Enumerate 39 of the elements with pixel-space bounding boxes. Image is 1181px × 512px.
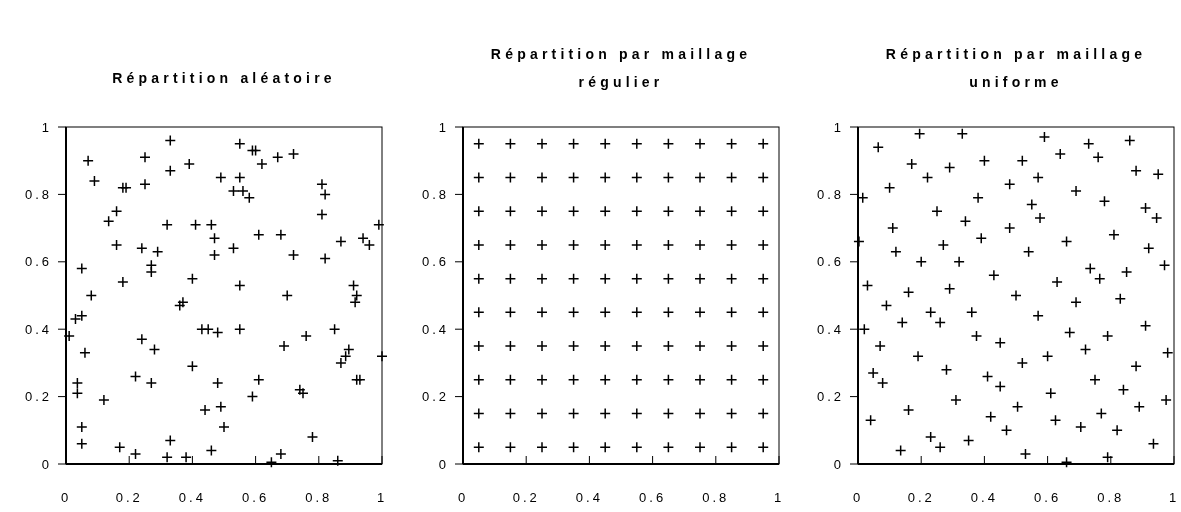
chart-title: Répartition aléatoire [112,70,336,86]
x-tick-label: 0.2 [115,490,143,505]
y-tick-label: 1 [438,119,449,135]
y-tick-label: 0.6 [24,254,52,270]
y-tick-label: 0.8 [421,186,449,202]
x-tick-label: 1 [1168,490,1180,505]
x-tick-label: 0 [457,490,469,505]
y-tick-label: 0.8 [24,186,52,202]
y-tick-label: 0.8 [816,186,844,202]
y-tick-label: 0.2 [24,389,52,405]
x-tick-label: 1 [376,490,388,505]
x-tick-label: 0.6 [639,490,667,505]
x-tick-label: 0.4 [575,490,603,505]
chart-title: Répartition par maillage régulier [490,46,752,90]
x-tick-label: 0.2 [907,490,935,505]
y-tick-label: 1 [833,119,844,135]
y-tick-label: 1 [41,119,52,135]
y-tick-label: 0.6 [816,254,844,270]
y-tick-label: 0 [41,456,52,472]
y-tick-label: 0.6 [421,254,449,270]
x-tick-label: 0.6 [242,490,270,505]
y-tick-label: 0 [833,456,844,472]
chart-title: Répartition par maillage uniforme [885,46,1147,90]
x-tick-label: 0.2 [512,490,540,505]
x-tick-label: 0.6 [1034,490,1062,505]
y-tick-label: 0.2 [421,389,449,405]
x-tick-label: 1 [773,490,785,505]
x-tick-label: 0.8 [1097,490,1125,505]
x-tick-label: 0 [60,490,72,505]
x-tick-label: 0.4 [970,490,998,505]
x-tick-label: 0.4 [178,490,206,505]
y-tick-label: 0.4 [24,321,52,337]
y-tick-label: 0.4 [421,321,449,337]
x-tick-label: 0.8 [305,490,333,505]
x-tick-label: 0 [852,490,864,505]
x-tick-label: 0.8 [702,490,730,505]
y-tick-label: 0.2 [816,389,844,405]
y-tick-label: 0.4 [816,321,844,337]
y-tick-label: 0 [438,456,449,472]
